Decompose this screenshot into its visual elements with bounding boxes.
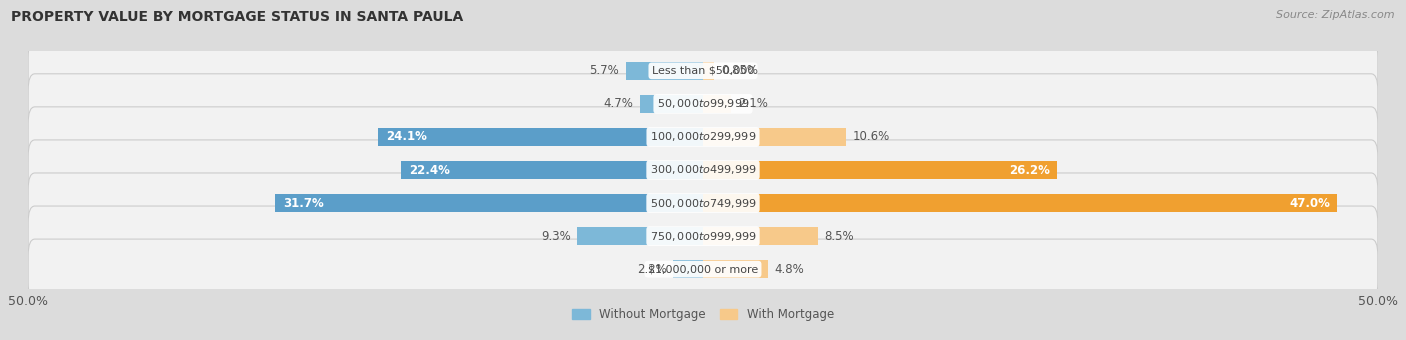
Bar: [703, 161, 1057, 179]
Text: $750,000 to $999,999: $750,000 to $999,999: [650, 230, 756, 243]
Text: 5.7%: 5.7%: [589, 64, 619, 77]
Bar: [673, 260, 703, 278]
Legend: Without Mortgage, With Mortgage: Without Mortgage, With Mortgage: [567, 304, 839, 326]
Text: 26.2%: 26.2%: [1010, 164, 1050, 176]
FancyBboxPatch shape: [28, 74, 1378, 134]
Bar: [703, 62, 714, 80]
Text: PROPERTY VALUE BY MORTGAGE STATUS IN SANTA PAULA: PROPERTY VALUE BY MORTGAGE STATUS IN SAN…: [11, 10, 464, 24]
Text: Less than $50,000: Less than $50,000: [652, 66, 754, 76]
Bar: [401, 161, 703, 179]
Text: 4.7%: 4.7%: [603, 97, 633, 110]
FancyBboxPatch shape: [28, 239, 1378, 299]
Bar: [378, 128, 703, 146]
FancyBboxPatch shape: [28, 107, 1378, 167]
Text: 47.0%: 47.0%: [1289, 197, 1330, 209]
Text: 4.8%: 4.8%: [775, 263, 804, 276]
Bar: [703, 227, 818, 245]
Text: 8.5%: 8.5%: [824, 230, 853, 243]
Text: 9.3%: 9.3%: [541, 230, 571, 243]
Text: 10.6%: 10.6%: [853, 131, 890, 143]
Bar: [578, 227, 703, 245]
Text: $300,000 to $499,999: $300,000 to $499,999: [650, 164, 756, 176]
Text: 0.85%: 0.85%: [721, 64, 758, 77]
Text: 22.4%: 22.4%: [409, 164, 450, 176]
FancyBboxPatch shape: [28, 140, 1378, 200]
Text: 24.1%: 24.1%: [385, 131, 426, 143]
Bar: [703, 95, 731, 113]
Bar: [703, 128, 846, 146]
Text: $100,000 to $299,999: $100,000 to $299,999: [650, 131, 756, 143]
Bar: [703, 194, 1337, 212]
Text: $1,000,000 or more: $1,000,000 or more: [648, 264, 758, 274]
FancyBboxPatch shape: [28, 173, 1378, 233]
Bar: [640, 95, 703, 113]
Bar: [626, 62, 703, 80]
Text: Source: ZipAtlas.com: Source: ZipAtlas.com: [1277, 10, 1395, 20]
Text: $500,000 to $749,999: $500,000 to $749,999: [650, 197, 756, 209]
Bar: [703, 260, 768, 278]
FancyBboxPatch shape: [28, 41, 1378, 101]
Text: 31.7%: 31.7%: [283, 197, 323, 209]
Text: 2.2%: 2.2%: [637, 263, 666, 276]
Text: 2.1%: 2.1%: [738, 97, 768, 110]
Text: $50,000 to $99,999: $50,000 to $99,999: [657, 97, 749, 110]
Bar: [276, 194, 703, 212]
FancyBboxPatch shape: [28, 206, 1378, 266]
